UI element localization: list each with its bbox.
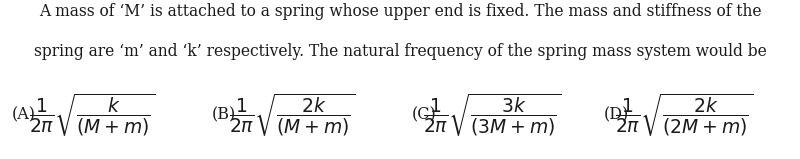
Text: $\dfrac{1}{2\pi}\sqrt{\dfrac{k}{(M+m)}}$: $\dfrac{1}{2\pi}\sqrt{\dfrac{k}{(M+m)}}$ (29, 91, 155, 138)
Text: (C): (C) (412, 106, 436, 123)
Text: $\dfrac{1}{2\pi}\sqrt{\dfrac{3k}{(3M+m)}}$: $\dfrac{1}{2\pi}\sqrt{\dfrac{3k}{(3M+m)}… (423, 91, 561, 138)
Text: A mass of ‘M’ is attached to a spring whose upper end is fixed. The mass and sti: A mass of ‘M’ is attached to a spring wh… (38, 3, 762, 20)
Text: spring are ‘m’ and ‘k’ respectively. The natural frequency of the spring mass sy: spring are ‘m’ and ‘k’ respectively. The… (34, 43, 766, 60)
Text: $\dfrac{1}{2\pi}\sqrt{\dfrac{2k}{(2M+m)}}$: $\dfrac{1}{2\pi}\sqrt{\dfrac{2k}{(2M+m)}… (615, 91, 753, 138)
Text: (B): (B) (212, 106, 236, 123)
Text: (D): (D) (603, 106, 629, 123)
Text: $\dfrac{1}{2\pi}\sqrt{\dfrac{2k}{(M+m)}}$: $\dfrac{1}{2\pi}\sqrt{\dfrac{2k}{(M+m)}}… (229, 91, 355, 138)
Text: (A): (A) (12, 106, 36, 123)
